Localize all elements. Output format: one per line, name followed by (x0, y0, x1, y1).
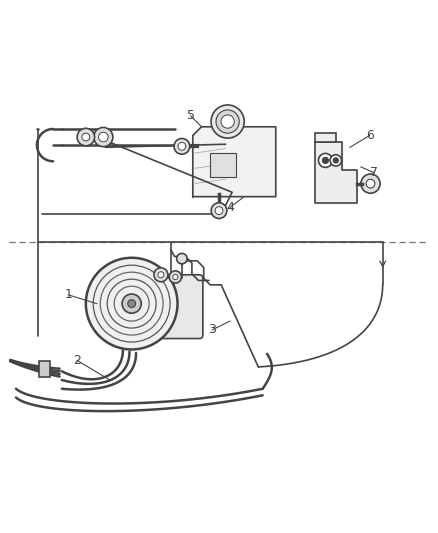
Circle shape (322, 157, 328, 164)
Circle shape (177, 253, 187, 264)
Circle shape (122, 294, 141, 313)
Circle shape (221, 115, 234, 128)
Circle shape (86, 258, 177, 350)
Polygon shape (315, 142, 357, 203)
Text: 4: 4 (226, 201, 234, 214)
Circle shape (178, 142, 186, 150)
Bar (39, 361, 50, 377)
Circle shape (330, 155, 342, 166)
Circle shape (174, 139, 190, 154)
Circle shape (158, 272, 164, 278)
Circle shape (82, 133, 90, 141)
Text: 1: 1 (64, 288, 72, 301)
Text: 2: 2 (73, 354, 81, 367)
Circle shape (318, 154, 332, 167)
Circle shape (211, 105, 244, 138)
Text: 6: 6 (366, 129, 374, 142)
Text: 5: 5 (187, 109, 194, 123)
Circle shape (215, 207, 223, 215)
Text: 3: 3 (208, 324, 216, 336)
Circle shape (366, 179, 375, 188)
Circle shape (77, 128, 95, 146)
Text: 7: 7 (370, 166, 378, 179)
Circle shape (154, 268, 168, 282)
Circle shape (211, 203, 227, 219)
Circle shape (94, 127, 113, 147)
Circle shape (99, 132, 108, 142)
Circle shape (128, 300, 136, 308)
Circle shape (216, 110, 239, 133)
Circle shape (173, 274, 178, 280)
Circle shape (333, 158, 339, 163)
Circle shape (169, 271, 181, 283)
FancyBboxPatch shape (152, 275, 203, 338)
Bar (315, 133, 336, 142)
Polygon shape (193, 127, 276, 197)
Circle shape (361, 174, 380, 193)
Bar (210, 153, 237, 177)
